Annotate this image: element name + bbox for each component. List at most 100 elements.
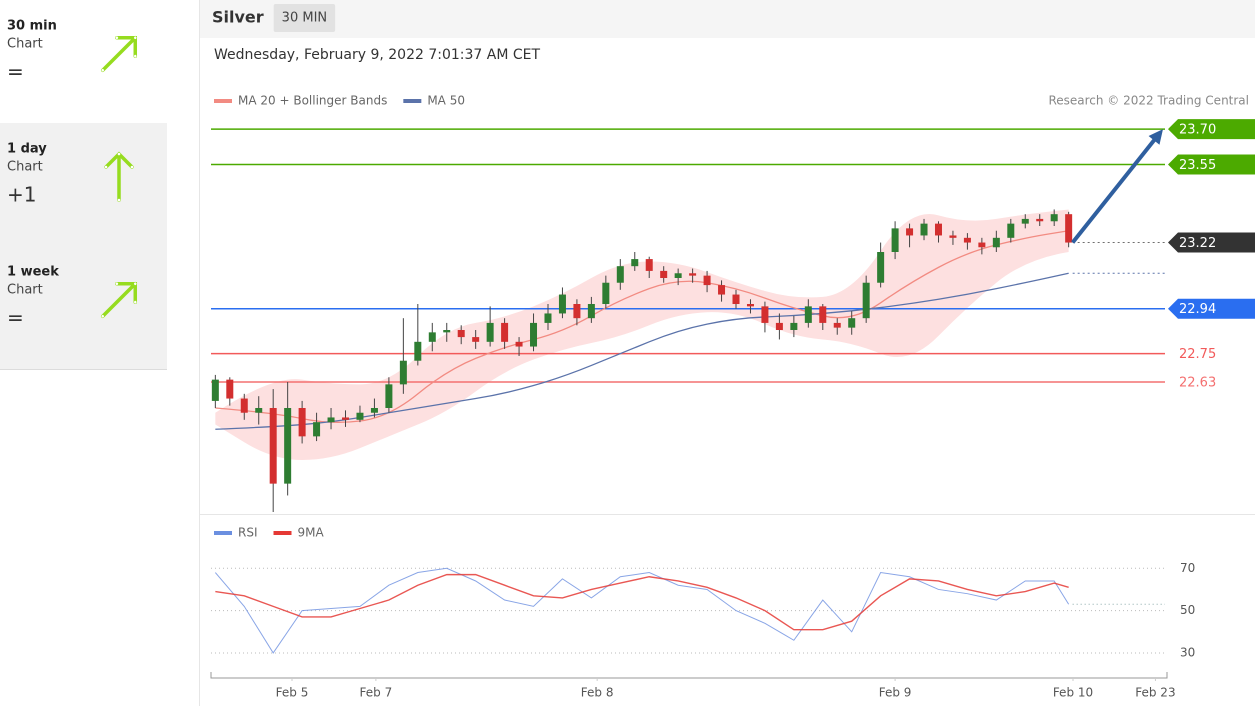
candle-body bbox=[414, 341, 422, 361]
timeframe-card bbox=[0, 0, 167, 123]
candle-body bbox=[385, 384, 393, 408]
candle-body bbox=[703, 275, 711, 286]
candle-body bbox=[992, 237, 1000, 248]
trend-arrow bbox=[100, 35, 138, 73]
candle-body bbox=[486, 322, 494, 342]
candle-body bbox=[978, 242, 986, 248]
timeframe-period: 30 min bbox=[7, 19, 57, 34]
arrow-dot bbox=[117, 152, 121, 156]
legend-swatch bbox=[403, 99, 422, 103]
candle-body bbox=[631, 259, 639, 267]
candle-body bbox=[342, 417, 350, 420]
legend-label: 9MA bbox=[298, 526, 325, 540]
candle-body bbox=[775, 322, 783, 330]
legend-swatch bbox=[273, 531, 292, 535]
price-tag bbox=[1168, 232, 1255, 253]
candle-body bbox=[689, 273, 697, 276]
candle-body bbox=[746, 304, 754, 307]
y-tick-label: 70 bbox=[1180, 561, 1195, 575]
candle-body bbox=[587, 304, 595, 319]
candle-body bbox=[356, 412, 364, 420]
indicator-line bbox=[214, 567, 1070, 654]
x-tick-label: Feb 8 bbox=[581, 686, 614, 700]
candle-body bbox=[616, 266, 624, 283]
candle-body bbox=[602, 282, 610, 304]
arrow-dot bbox=[101, 314, 105, 318]
instrument-name: Silver bbox=[212, 8, 264, 27]
candle-body bbox=[573, 304, 581, 319]
price-tag-label: 22.94 bbox=[1179, 302, 1216, 317]
arrow-dot bbox=[115, 282, 119, 286]
price-tag-label: 23.22 bbox=[1179, 236, 1216, 251]
price-tag-label: 23.70 bbox=[1179, 123, 1216, 138]
arrow-dot bbox=[130, 165, 134, 169]
trend-arrow bbox=[104, 151, 134, 202]
arrow-dot bbox=[115, 36, 119, 40]
legend-label: MA 50 bbox=[427, 94, 465, 108]
candle-body bbox=[327, 417, 335, 423]
timeframe-label: Chart bbox=[7, 37, 43, 52]
candle-body bbox=[906, 228, 914, 236]
timeframe-card bbox=[0, 246, 167, 369]
forecast-arrow bbox=[1071, 135, 1159, 244]
candle-body bbox=[428, 332, 436, 342]
legend-label: RSI bbox=[238, 526, 258, 540]
interval-badge bbox=[273, 4, 336, 32]
forecast-arrowhead bbox=[1148, 129, 1163, 145]
candle-body bbox=[255, 408, 263, 413]
candle-body bbox=[269, 408, 277, 484]
candle-body bbox=[298, 408, 306, 437]
arrow-dot bbox=[133, 300, 137, 304]
candle-body bbox=[370, 408, 378, 413]
candle-body bbox=[660, 270, 668, 278]
candle-body bbox=[1065, 214, 1073, 243]
x-tick-label: Feb 9 bbox=[879, 686, 912, 700]
interval-label: 30 MIN bbox=[282, 11, 327, 26]
arrow-dot bbox=[101, 68, 105, 72]
x-axis bbox=[210, 672, 1168, 679]
candle-body bbox=[819, 306, 827, 323]
candle-body bbox=[963, 237, 971, 243]
candle-body bbox=[718, 285, 726, 295]
price-tag bbox=[1168, 298, 1255, 319]
candle-body bbox=[848, 318, 856, 328]
y-tick-label: 30 bbox=[1180, 645, 1195, 659]
arrow-dot bbox=[104, 165, 108, 169]
candle-body bbox=[1050, 214, 1058, 222]
timeframe-score: = bbox=[7, 60, 24, 84]
timeframe-period: 1 day bbox=[7, 142, 47, 157]
x-tick-label: Feb 5 bbox=[276, 686, 309, 700]
arrow-dot bbox=[117, 198, 121, 202]
candle-body bbox=[240, 398, 248, 413]
candle-body bbox=[457, 330, 465, 338]
candle-body bbox=[530, 322, 538, 347]
timeframe-score: +1 bbox=[7, 183, 36, 207]
candle-body bbox=[544, 313, 552, 323]
legend-swatch bbox=[214, 531, 232, 535]
candle-body bbox=[645, 259, 653, 271]
timeframe-period: 1 week bbox=[7, 265, 59, 280]
timeframe-label: Chart bbox=[7, 160, 43, 175]
candle-body bbox=[833, 322, 841, 328]
price-tag-label: 23.55 bbox=[1179, 158, 1216, 173]
header-bar bbox=[199, 0, 1255, 38]
y-tick-label: 50 bbox=[1180, 603, 1195, 617]
candle-body bbox=[862, 282, 870, 319]
candle-body bbox=[284, 408, 292, 484]
candle-body bbox=[949, 235, 957, 238]
candle-body bbox=[226, 379, 234, 399]
candle-body bbox=[761, 306, 769, 323]
arrow-dot bbox=[133, 54, 137, 58]
bollinger-band bbox=[215, 209, 1069, 460]
candle-body bbox=[920, 223, 928, 236]
candle-body bbox=[1007, 223, 1015, 238]
indicator-line bbox=[215, 573, 1069, 631]
legend-label: MA 20 + Bollinger Bands bbox=[238, 94, 387, 108]
candle-body bbox=[211, 379, 219, 401]
timestamp: Wednesday, February 9, 2022 7:01:37 AM C… bbox=[214, 47, 540, 63]
moving-average bbox=[215, 272, 1069, 430]
timeframe-label: Chart bbox=[7, 283, 43, 298]
moving-average bbox=[215, 230, 1069, 423]
